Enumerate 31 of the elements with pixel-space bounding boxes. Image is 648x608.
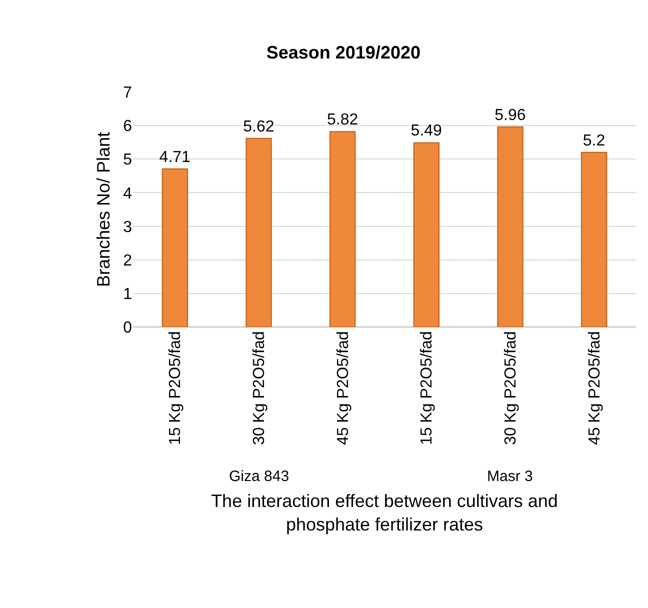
- y-axis-title: Branches No/ Plant: [93, 132, 114, 288]
- bar: [413, 142, 440, 327]
- y-tick-label: 1: [123, 286, 132, 304]
- data-label: 5.2: [582, 132, 606, 150]
- x-tick-label: 30 Kg P2O5/fad: [250, 331, 268, 446]
- x-axis-title: The interaction effect between cultivars and phosphate fertilizer rates: [211, 491, 558, 535]
- y-tick-label: 3: [123, 218, 132, 236]
- chart-title: Season 2019/2020: [266, 42, 421, 63]
- bar: [246, 138, 272, 327]
- data-label: 5.82: [326, 112, 358, 129]
- bar: [497, 126, 524, 327]
- y-tick-label: 6: [123, 118, 132, 136]
- y-tick-label: 2: [123, 252, 132, 270]
- x-tick-label: 45 Kg P2O5/fad: [334, 331, 352, 446]
- y-tick-label: 4: [123, 185, 132, 202]
- data-label: 4.71: [159, 148, 191, 166]
- bar: [581, 152, 608, 327]
- bar: [330, 131, 356, 327]
- y-tick-label: 7: [123, 84, 132, 102]
- data-label: 5.96: [494, 106, 526, 124]
- text: Masr 3: [487, 468, 533, 485]
- x-tick-label: 45 Kg P2O5/fad: [586, 331, 604, 446]
- y-tick-label: 5: [123, 152, 132, 169]
- x-tick-label: 15 Kg P2O5/fad: [167, 331, 184, 446]
- data-label: 5.62: [243, 118, 274, 136]
- y-tick-label: 0: [123, 320, 132, 337]
- data-label: 5.49: [410, 122, 442, 140]
- x-tick-label: 15 Kg P2O5/fad: [418, 331, 436, 446]
- bar: [162, 168, 188, 327]
- x-tick-label: 30 Kg P2O5/fad: [502, 331, 520, 446]
- text: Giza 843: [229, 468, 290, 485]
